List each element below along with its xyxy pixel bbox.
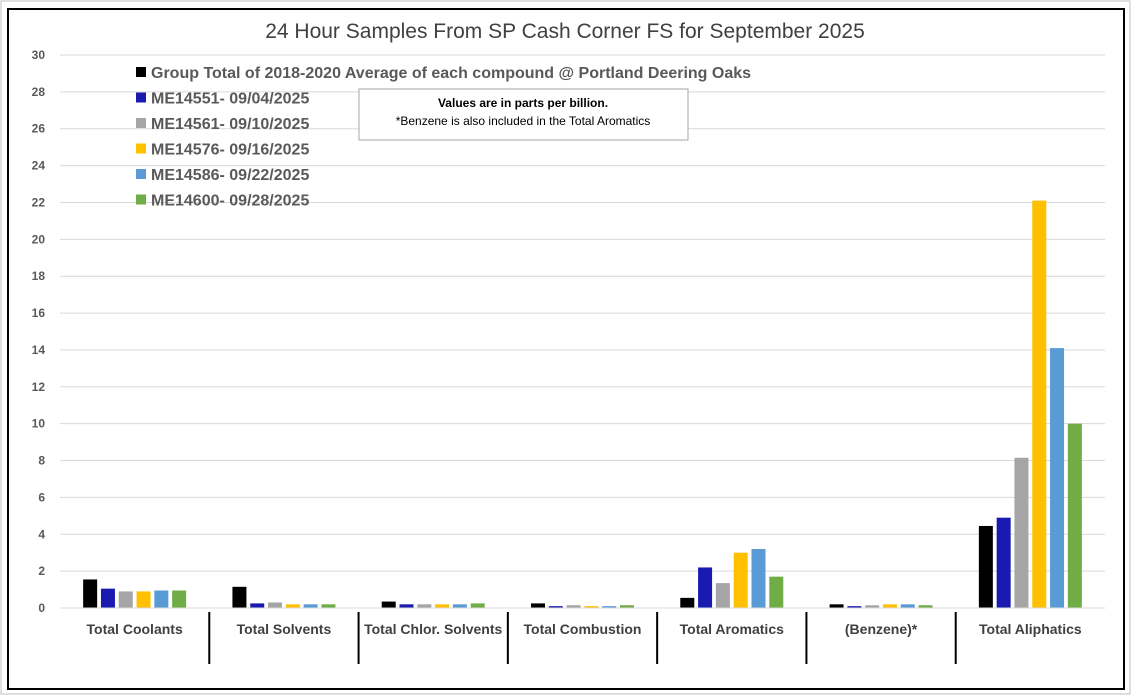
bar [548, 606, 563, 608]
bar [1032, 200, 1047, 608]
legend-label: ME14586- 09/22/2025 [151, 167, 309, 184]
legend-label: ME14551- 09/04/2025 [151, 91, 309, 108]
bar [769, 576, 784, 608]
bar [584, 606, 599, 608]
x-tick-label: (Benzene)* [845, 621, 918, 637]
y-tick-label: 18 [32, 269, 46, 283]
y-tick-label: 30 [32, 48, 46, 62]
bar [435, 604, 450, 608]
bar [1014, 457, 1029, 608]
bar [285, 604, 300, 608]
bar [847, 606, 862, 608]
bar [172, 590, 187, 608]
x-tick-label: Total Aromatics [680, 621, 784, 637]
bar [531, 603, 545, 608]
bar [83, 579, 98, 608]
bar [381, 601, 396, 608]
legend-swatch [136, 143, 146, 154]
x-tick-label: Total Aliphatics [979, 621, 1082, 637]
y-tick-label: 4 [38, 527, 45, 541]
y-tick-label: 20 [32, 232, 46, 246]
legend-swatch [136, 92, 146, 103]
bar [829, 604, 844, 608]
bar [680, 597, 695, 608]
bar [303, 604, 318, 608]
bar [136, 591, 151, 608]
y-tick-label: 8 [38, 454, 45, 468]
bar [1067, 423, 1082, 608]
bar [1050, 348, 1065, 608]
x-tick-label: Total Chlor. Solvents [364, 621, 502, 637]
bar [918, 605, 933, 608]
y-tick-label: 12 [32, 380, 46, 394]
bar [733, 552, 748, 608]
legend-label: ME14561- 09/10/2025 [151, 116, 309, 133]
y-tick-label: 22 [32, 195, 46, 209]
annotation-frame [358, 88, 689, 141]
legend: Group Total of 2018-2020 Average of each… [136, 65, 751, 210]
legend-swatch [136, 169, 146, 179]
y-tick-label: 16 [32, 306, 46, 320]
legend-swatch [136, 67, 146, 77]
y-tick-label: 28 [32, 85, 46, 99]
bar [620, 605, 634, 608]
bar [268, 602, 283, 608]
bar [698, 567, 713, 608]
bar [882, 604, 897, 608]
y-tick-label: 0 [38, 601, 45, 615]
legend-label: ME14576- 09/16/2025 [151, 142, 309, 159]
bar [118, 591, 133, 608]
y-tick-label: 6 [38, 490, 45, 504]
x-tick-label: Total Combustion [524, 621, 642, 637]
bar [250, 603, 265, 608]
bars [83, 200, 1082, 608]
annotation-box: Values are in parts per billion. *Benzen… [358, 88, 689, 141]
x-axis-ticks: Total Coolants Total Solvents Total Chlor.… [87, 621, 1082, 637]
y-tick-label: 10 [32, 417, 46, 431]
bar [996, 517, 1011, 608]
bar [751, 549, 766, 608]
y-tick-label: 2 [38, 564, 45, 578]
y-tick-label: 24 [32, 159, 46, 173]
x-tick-label: Total Solvents [237, 621, 332, 637]
legend-label: Group Total of 2018-2020 Average of each… [151, 65, 751, 82]
annotation-line-1: Values are in parts per billion. [438, 96, 608, 110]
bar [865, 605, 880, 608]
bar [417, 604, 432, 608]
x-axis [60, 607, 1105, 664]
y-tick-label: 26 [32, 122, 46, 136]
bar [452, 604, 467, 608]
chart-title: 24 Hour Samples From SP Cash Corner FS f… [265, 20, 865, 43]
bar [715, 583, 730, 608]
legend-label: ME14600- 09/28/2025 [151, 193, 309, 210]
bar [900, 604, 915, 608]
grid-lines [60, 54, 1105, 572]
bar [100, 588, 115, 608]
annotation-line-2: *Benzene is also included in the Total A… [396, 114, 651, 128]
bar [470, 603, 485, 608]
bar [399, 604, 414, 608]
y-tick-label: 14 [32, 343, 46, 357]
bar [232, 586, 247, 608]
bar [602, 606, 617, 608]
legend-swatch [136, 194, 146, 205]
bar [566, 605, 581, 608]
bar [978, 525, 993, 608]
bar [321, 604, 336, 608]
bar [154, 590, 169, 608]
legend-swatch [136, 118, 146, 128]
x-tick-label: Total Coolants [87, 621, 183, 637]
